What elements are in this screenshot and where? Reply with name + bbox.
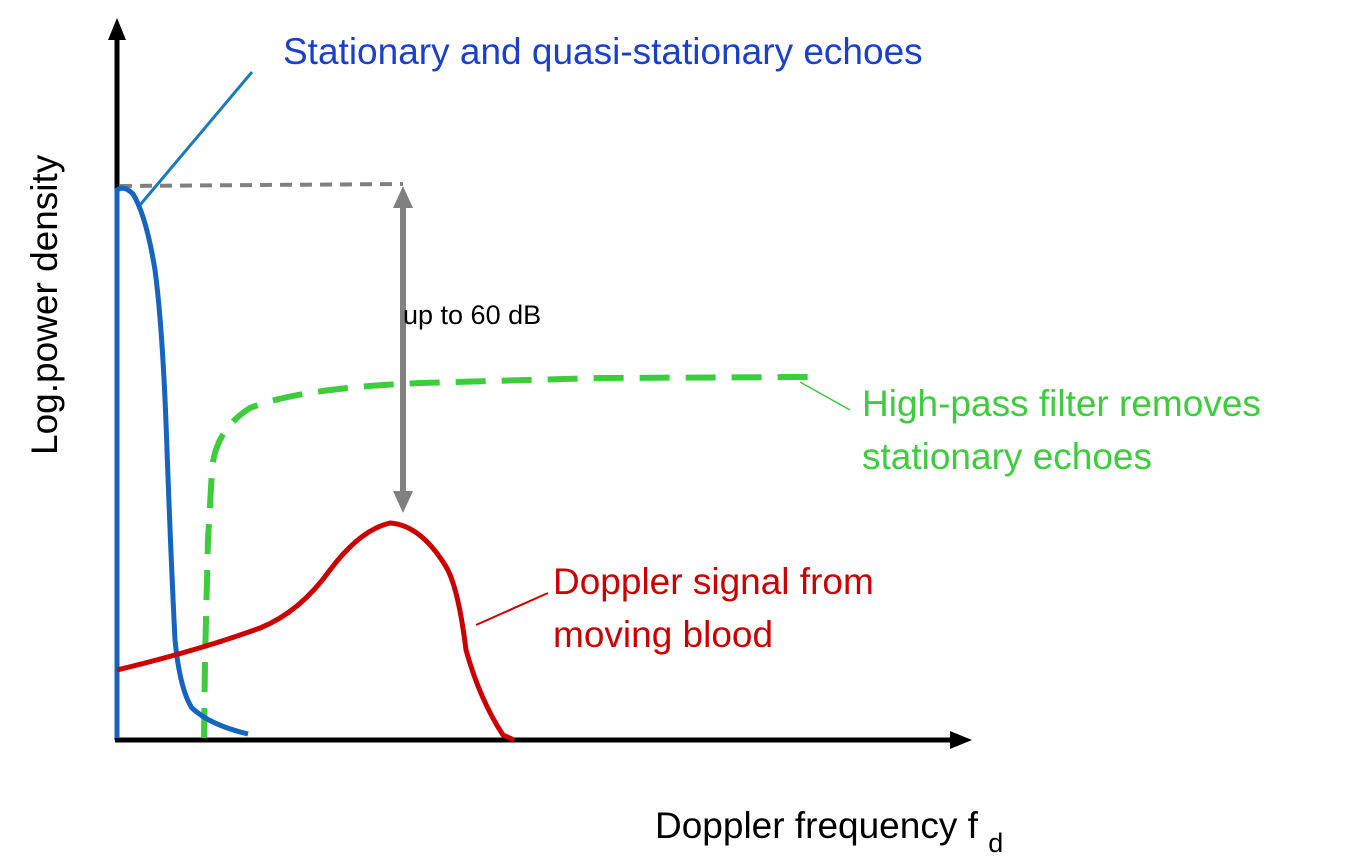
doppler-label-line-1: Doppler signal from [553, 561, 874, 602]
dynamic-range-label: up to 60 dB [403, 300, 541, 330]
stationary-echoes-curve [114, 185, 249, 738]
doppler-label-line-2: moving blood [553, 614, 773, 655]
filter-label-line-1: High-pass filter removes [862, 383, 1261, 424]
doppler-leader-line [475, 592, 549, 626]
peak-reference-dashed-line [119, 182, 404, 188]
filter-leader-line [799, 381, 851, 411]
x-axis-label: Doppler frequency f d [655, 805, 1003, 858]
dynamic-range-arrowhead-bottom [393, 491, 413, 513]
filter-label-line-2: stationary echoes [862, 436, 1152, 477]
x-axis-label-subscript: d [988, 828, 1003, 858]
x-axis-arrowhead [950, 731, 972, 749]
dynamic-range-arrowhead-top [393, 186, 413, 208]
stationary-leader-line [138, 71, 254, 206]
stationary-echoes-label: Stationary and quasi-stationary echoes [283, 31, 923, 72]
y-axis-label: Log.power density [24, 154, 65, 455]
x-axis-label-main: Doppler frequency f [655, 805, 979, 846]
y-axis-arrowhead [108, 18, 126, 40]
doppler-signal-curve [116, 520, 516, 743]
high-pass-filter-curve [201, 374, 816, 739]
